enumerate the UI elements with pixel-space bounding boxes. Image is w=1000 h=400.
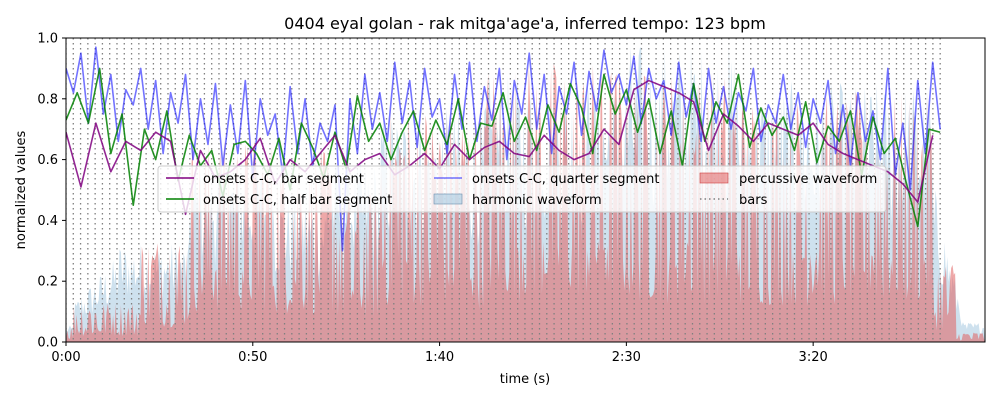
- y-tick-label: 0.4: [37, 214, 58, 229]
- legend-label-percussive: percussive waveform: [739, 172, 877, 187]
- x-tick-label: 3:20: [799, 350, 828, 365]
- legend-label-quarter-segment: onsets C-C, quarter segment: [472, 172, 659, 187]
- legend: onsets C-C, bar segment onsets C-C, half…: [157, 165, 887, 213]
- legend-swatch-harmonic: [433, 193, 463, 205]
- legend-label-half-bar-segment: onsets C-C, half bar segment: [203, 193, 392, 208]
- chart-title: 0404 eyal golan - rak mitga'age'a, infer…: [284, 14, 766, 33]
- y-axis-label: normalized values: [14, 130, 29, 249]
- legend-label-bars: bars: [739, 193, 768, 208]
- series-line-quarter-segment: [66, 46, 941, 252]
- legend-label-bar-segment: onsets C-C, bar segment: [203, 172, 364, 187]
- percussive-waveform-area: [66, 63, 985, 342]
- plot-area: [66, 38, 985, 342]
- y-tick-label: 0.0: [37, 336, 58, 351]
- x-tick-label: 0:50: [238, 350, 267, 365]
- series-line-half-bar-segment: [66, 67, 941, 228]
- y-tick-label: 1.0: [37, 32, 58, 47]
- plot-frame: [65, 37, 986, 343]
- legend-label-harmonic: harmonic waveform: [472, 193, 602, 208]
- x-tick-label: 0:00: [51, 350, 80, 365]
- bars-lines: [66, 38, 941, 342]
- x-tick-label: 2:30: [612, 350, 641, 365]
- legend-swatch-percussive: [699, 172, 729, 184]
- y-tick-label: 0.6: [37, 153, 58, 168]
- axes-ticks: 0:00 0:50 1:40 2:30 3:20 0.0 0.2 0.4 0.6 0.8 1.0: [37, 32, 827, 366]
- y-tick-label: 0.2: [37, 275, 58, 290]
- y-tick-label: 0.8: [37, 92, 58, 107]
- x-tick-label: 1:40: [425, 350, 454, 365]
- x-axis-label: time (s): [500, 372, 550, 387]
